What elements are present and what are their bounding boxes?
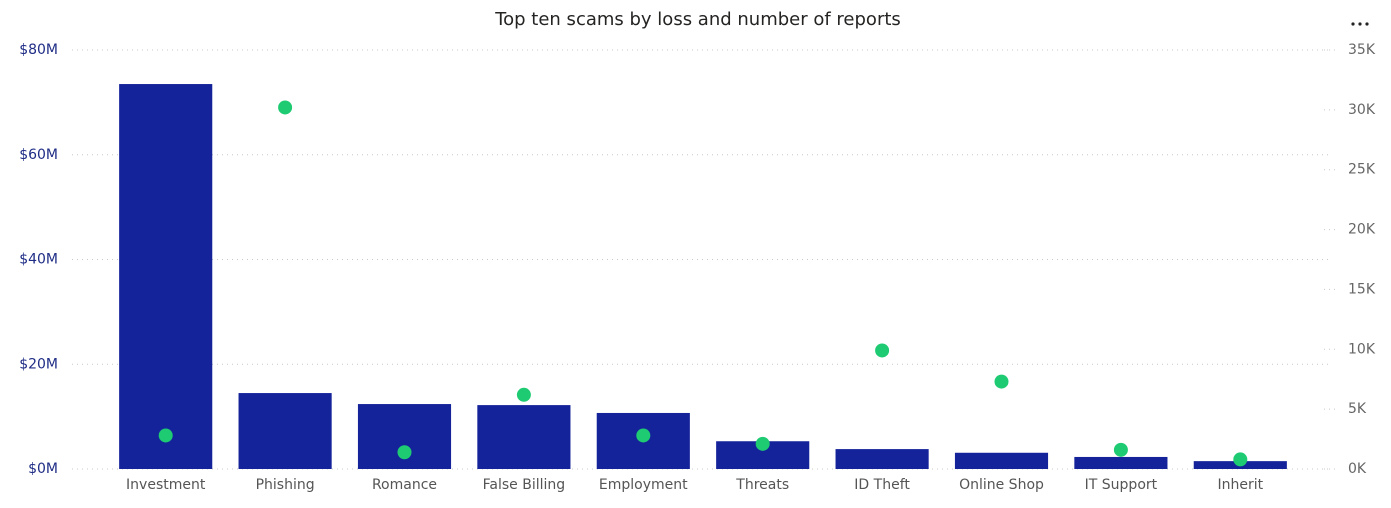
y2-tick-label: 10K (1348, 341, 1376, 357)
bar (835, 449, 929, 469)
dot (1113, 442, 1128, 457)
bar (477, 405, 571, 469)
y-tick-label: $0M (28, 461, 58, 477)
more-options[interactable] (1351, 22, 1369, 26)
y-tick-label: $20M (19, 356, 58, 372)
dot (755, 436, 770, 451)
y-tick-label: $40M (19, 252, 58, 268)
y2-tick-label: 15K (1348, 281, 1376, 297)
bar (954, 452, 1049, 469)
y2-tick-label: 20K (1348, 222, 1376, 238)
y-tick-label: $60M (19, 147, 58, 163)
dot (516, 387, 531, 402)
dot (636, 428, 651, 443)
bar (357, 404, 452, 469)
x-tick-label: ID Theft (854, 477, 910, 493)
x-tick-label: Investment (126, 477, 206, 493)
x-tick-label: Inherit (1217, 477, 1263, 493)
y2-tick-label: 0K (1348, 461, 1367, 477)
bar (1074, 456, 1168, 469)
x-tick-label: Employment (599, 477, 688, 493)
x-tick-label: Threats (735, 477, 789, 493)
y-tick-label: $80M (19, 42, 58, 58)
dot (397, 445, 412, 460)
dot (158, 428, 173, 443)
dot (994, 374, 1009, 389)
dot (278, 100, 293, 115)
y2-tick-label: 30K (1348, 102, 1376, 118)
dot (1233, 452, 1248, 467)
bar (119, 84, 213, 469)
chart-title: Top ten scams by loss and number of repo… (494, 9, 901, 30)
y2-tick-label: 35K (1348, 42, 1376, 58)
x-tick-label: Phishing (256, 477, 315, 493)
dot (875, 343, 890, 358)
x-tick-label: Online Shop (959, 477, 1044, 493)
x-tick-label: Romance (372, 477, 437, 493)
bar (238, 393, 332, 469)
x-tick-label: False Billing (483, 477, 566, 493)
x-tick-label: IT Support (1085, 477, 1158, 493)
y2-tick-label: 25K (1348, 162, 1376, 178)
y2-tick-label: 5K (1348, 401, 1367, 417)
